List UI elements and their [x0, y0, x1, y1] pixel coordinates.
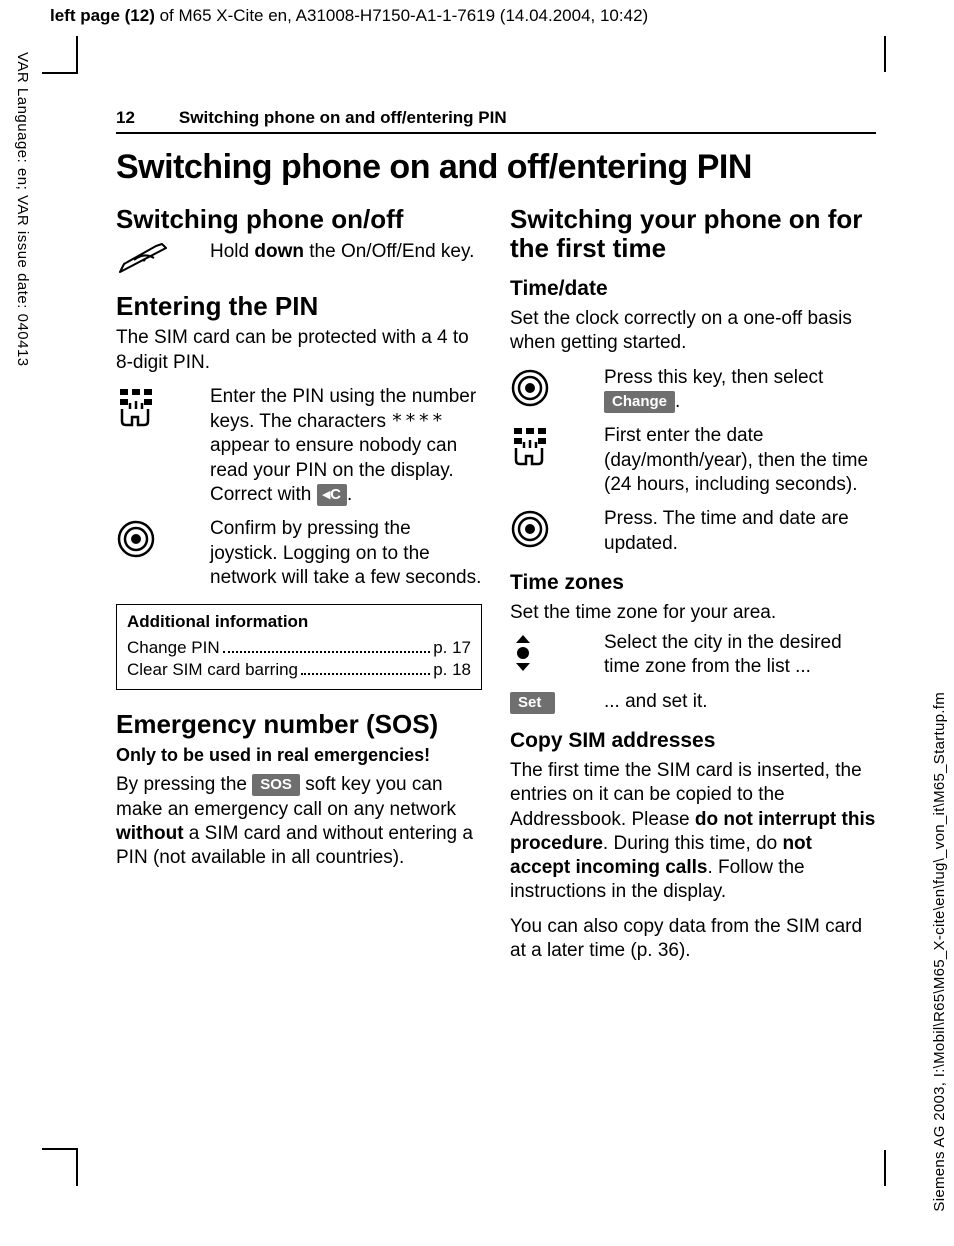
page-title: Switching phone on and off/entering PIN: [116, 148, 876, 187]
left-column: Switching phone on/off Hold down the On/…: [116, 205, 482, 973]
header-rule: [116, 132, 876, 134]
joystick-press-icon: [510, 507, 604, 549]
crop-mark: [76, 1150, 78, 1186]
tz-set-text: ... and set it.: [604, 690, 876, 714]
additional-info-box: Additional information Change PIN p. 17 …: [116, 604, 482, 689]
running-header: 12 Switching phone on and off/entering PI…: [116, 108, 876, 128]
running-title: Switching phone on and off/entering PIN: [179, 108, 507, 127]
change-key-icon: Change: [604, 391, 675, 413]
sos-text: By pressing the SOS soft key you can mak…: [116, 773, 482, 870]
row-confirm: Confirm by pressing the joystick. Loggin…: [116, 517, 482, 590]
page-number: 12: [116, 108, 135, 127]
row-hold-key: Hold down the On/Off/End key.: [116, 240, 482, 278]
proof-header: left page (12) of M65 X-Cite en, A31008-…: [0, 0, 954, 36]
heading-time-zones: Time zones: [510, 570, 876, 597]
tz-select-text: Select the city in the desired time zone…: [604, 631, 876, 680]
crop-mark: [884, 36, 886, 72]
end-key-icon: [116, 240, 210, 278]
row-press-update: Press. The time and date are updated.: [510, 507, 876, 556]
heading-copy-sim: Copy SIM addresses: [510, 728, 876, 755]
joystick-press-icon: [510, 366, 604, 408]
leader-dots: [223, 637, 431, 653]
heading-first-time: Switching your phone on for the first ti…: [510, 205, 876, 262]
confirm-text: Confirm by pressing the joystick. Loggin…: [210, 517, 482, 590]
leader-dots: [301, 659, 430, 675]
heading-sos: Emergency number (SOS): [116, 710, 482, 739]
crop-mark: [76, 36, 78, 72]
press-update-text: Press. The time and date are updated.: [604, 507, 876, 556]
proof-header-bold: left page (12): [50, 6, 155, 25]
margin-text-left: VAR Language: en; VAR issue date: 040413: [14, 52, 31, 367]
enter-date-text: First enter the date (day/month/year), t…: [604, 424, 876, 497]
joystick-updown-icon: [510, 631, 604, 673]
info-row-change-pin: Change PIN p. 17: [127, 637, 471, 659]
columns: Switching phone on/off Hold down the On/…: [116, 205, 876, 973]
copy-later-text: You can also copy data from the SIM card…: [510, 915, 876, 964]
keypad-icon: [510, 424, 604, 466]
pin-intro: The SIM card can be protected with a 4 t…: [116, 326, 482, 375]
heading-switch-onoff: Switching phone on/off: [116, 205, 482, 234]
crop-mark: [884, 1150, 886, 1186]
margin-text-right: Siemens AG 2003, I:\Mobil\R65\M65_X-cite…: [931, 692, 948, 1212]
right-column: Switching your phone on for the first ti…: [510, 205, 876, 973]
hold-key-text: Hold down the On/Off/End key.: [210, 240, 482, 264]
copy-sim-text: The first time the SIM card is inserted,…: [510, 759, 876, 905]
row-enter-date: First enter the date (day/month/year), t…: [510, 424, 876, 497]
time-date-intro: Set the clock correctly on a one-off bas…: [510, 307, 876, 356]
row-press-change: Press this key, then select Change.: [510, 366, 876, 415]
heading-entering-pin: Entering the PIN: [116, 292, 482, 321]
crop-mark: [42, 72, 78, 74]
info-row-clear-sim: Clear SIM card barring p. 18: [127, 659, 471, 681]
row-tz-select: Select the city in the desired time zone…: [510, 631, 876, 680]
tz-intro: Set the time zone for your area.: [510, 601, 876, 625]
row-tz-set: Set ... and set it.: [510, 690, 876, 714]
keypad-icon: [116, 385, 210, 427]
info-box-header: Additional information: [127, 611, 471, 633]
row-enter-pin: Enter the PIN using the number keys. The…: [116, 385, 482, 508]
sos-warning: Only to be used in real emergencies!: [116, 744, 482, 767]
proof-header-rest: of M65 X-Cite en, A31008-H7150-A1-1-7619…: [155, 6, 648, 25]
sos-key-icon: SOS: [252, 774, 300, 796]
page-body: 12 Switching phone on and off/entering PI…: [116, 108, 876, 973]
crop-mark: [42, 1148, 78, 1150]
set-key-icon: Set: [510, 690, 604, 714]
press-change-text: Press this key, then select Change.: [604, 366, 876, 415]
c-key-icon: ◂C: [317, 484, 347, 506]
joystick-press-icon: [116, 517, 210, 559]
enter-pin-text: Enter the PIN using the number keys. The…: [210, 385, 482, 508]
heading-time-date: Time/date: [510, 276, 876, 303]
